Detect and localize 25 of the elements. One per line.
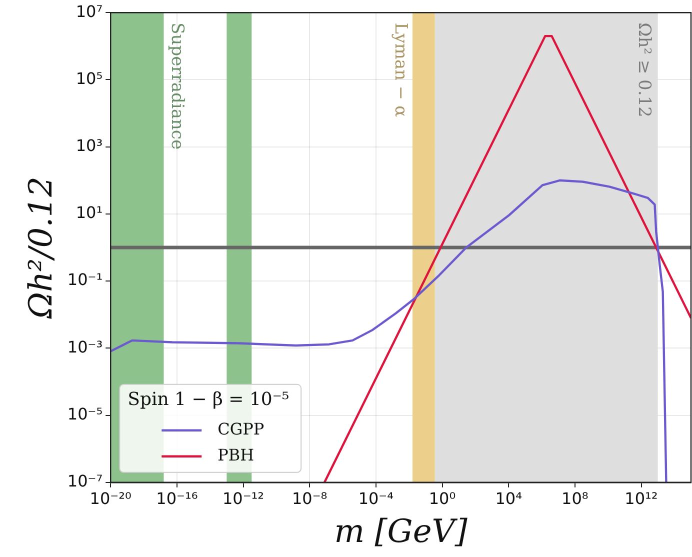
legend-label: PBH	[218, 446, 254, 465]
band-label: Lyman − α	[390, 22, 411, 118]
x-tick-label: 10⁻⁸	[292, 489, 328, 508]
x-tick-label: 10⁰	[428, 489, 456, 508]
band-label: Superradiance	[166, 22, 187, 150]
y-tick-label: 10⁵	[76, 68, 103, 88]
band-label: Ωh² ≥ 0.12	[634, 22, 654, 118]
y-tick-label: 10⁻⁷	[67, 472, 103, 491]
y-tick-label: 10³	[76, 136, 103, 155]
y-tick-label: 10¹	[76, 203, 103, 222]
y-axis-title: Ωh²/0.12	[22, 176, 60, 320]
x-tick-label: 10⁻¹⁶	[156, 489, 198, 508]
x-axis-title: m [GeV]	[334, 512, 468, 550]
y-tick-label: 10⁻³	[67, 337, 103, 356]
x-tick-label: 10⁻⁴	[358, 489, 394, 508]
x-tick-label: 10⁴	[495, 489, 522, 508]
legend-label: CGPP	[218, 420, 264, 439]
y-tick-label: 10⁻⁵	[67, 404, 103, 424]
y-tick-label: 10⁻¹	[67, 270, 103, 290]
x-tick-label: 10¹²	[624, 489, 658, 508]
y-tick-label: 10⁷	[76, 2, 103, 21]
x-tick-label: 10⁻¹²	[222, 489, 264, 508]
x-tick-label: 10⁸	[562, 489, 588, 508]
x-tick-label: 10⁻²⁰	[90, 489, 132, 508]
legend-title: Spin 1 − β = 10⁻⁵	[128, 389, 290, 410]
